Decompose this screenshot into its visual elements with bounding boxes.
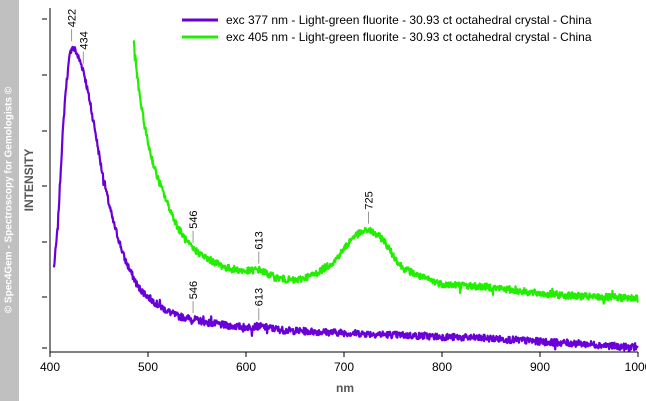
- series-line-2: [133, 41, 638, 304]
- axes: [50, 8, 638, 352]
- annotation-label-6: 725: [364, 191, 376, 209]
- series-group: [54, 41, 638, 351]
- annotations-group: 422 434 546 613 546 613 725: [67, 9, 376, 320]
- annotation-label-4: 546: [188, 210, 200, 228]
- x-tick-label-5: 900: [530, 360, 550, 374]
- x-axis-title: nm: [336, 381, 354, 395]
- tick-marks: 400 500 600 700 800 900 1000: [40, 19, 646, 374]
- x-tick-label-4: 800: [432, 360, 452, 374]
- annotation-label-3: 613: [254, 288, 266, 306]
- legend-label-1: exc 377 nm - Light-green fluorite - 30.9…: [226, 13, 592, 27]
- x-tick-label-0: 400: [40, 360, 60, 374]
- annotation-label-0: 422: [67, 9, 79, 27]
- x-tick-label-6: 1000: [625, 360, 646, 374]
- series-line-1: [54, 47, 638, 351]
- x-tick-label-1: 500: [138, 360, 158, 374]
- legend: exc 377 nm - Light-green fluorite - 30.9…: [182, 13, 592, 44]
- annotation-label-2: 546: [188, 281, 200, 299]
- legend-label-2: exc 405 nm - Light-green fluorite - 30.9…: [226, 30, 592, 44]
- y-axis-title: INTENSITY: [22, 149, 36, 212]
- x-tick-label-3: 700: [334, 360, 354, 374]
- annotation-label-5: 613: [254, 231, 266, 249]
- x-tick-label-2: 600: [236, 360, 256, 374]
- y-axis-title-group: INTENSITY: [22, 149, 36, 212]
- annotation-label-1: 434: [78, 31, 90, 49]
